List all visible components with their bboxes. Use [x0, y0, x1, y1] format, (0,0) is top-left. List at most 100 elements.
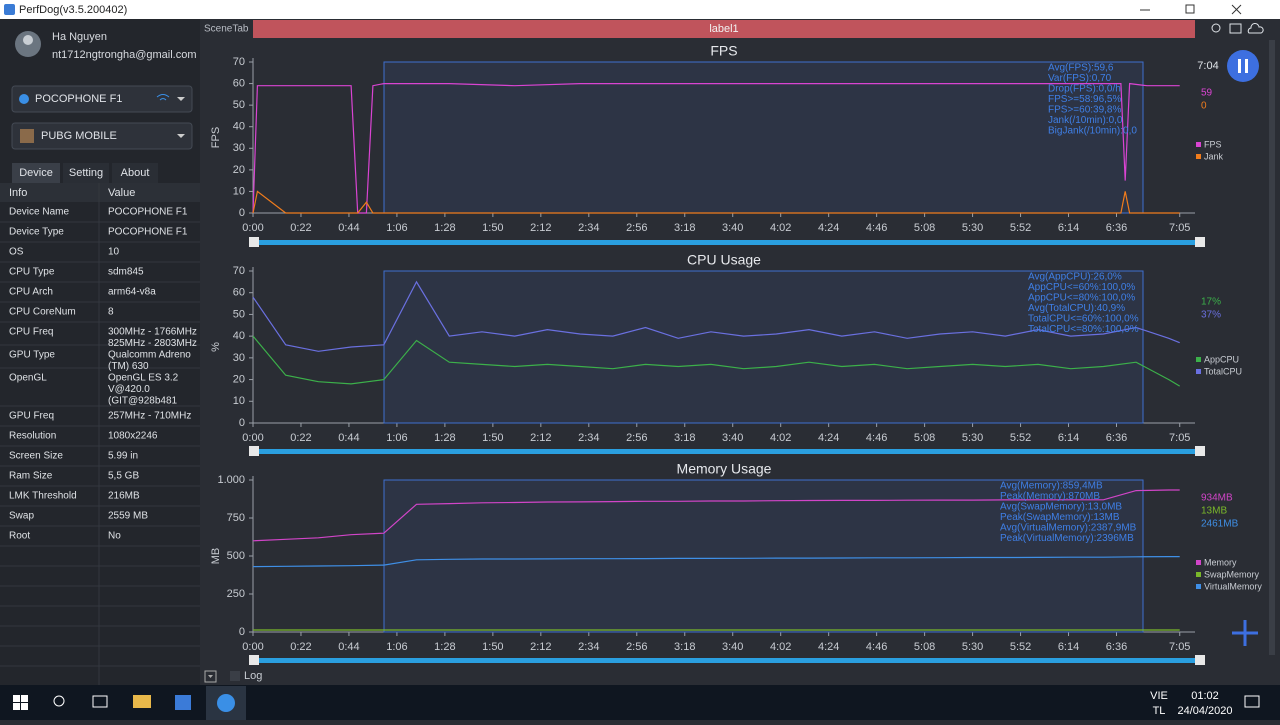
chart-title: Memory Usage: [677, 461, 772, 477]
info-cell: GPU Freq: [9, 411, 54, 422]
value-cell: POCOPHONE F1: [108, 207, 188, 218]
value-cell: 216MB: [108, 491, 140, 502]
y-tick-label: 20: [233, 373, 245, 385]
tab-label: Setting: [69, 167, 103, 179]
x-tick-label: 5:52: [1010, 222, 1031, 234]
time-slider[interactable]: [253, 658, 1200, 663]
y-tick-label: 500: [227, 550, 245, 562]
value-cell: 5.99 in: [108, 451, 138, 462]
tab[interactable]: [112, 163, 158, 183]
y-tick-label: 50: [233, 308, 245, 320]
search-icon[interactable]: [53, 695, 65, 707]
slider-handle[interactable]: [249, 237, 259, 247]
stat-line: Avg(VirtualMemory):2387,9MB: [1000, 523, 1137, 534]
toolbar-icons[interactable]: [1211, 23, 1264, 34]
pause-bar: [1245, 59, 1248, 73]
log-toggle[interactable]: [204, 670, 217, 683]
slider-handle[interactable]: [249, 446, 259, 456]
time-slider[interactable]: [253, 449, 1200, 454]
user-name: Ha Nguyen: [52, 31, 107, 43]
y-tick-label: 40: [233, 121, 245, 133]
perfdog-icon: [217, 694, 235, 712]
x-tick-label: 4:02: [770, 641, 791, 653]
current-value: 0: [1201, 101, 1207, 112]
current-value: 17%: [1201, 297, 1221, 308]
x-tick-label: 1:50: [482, 432, 503, 444]
x-tick-label: 3:18: [674, 222, 695, 234]
stat-line: Drop(FPS):0,0/h: [1048, 84, 1121, 95]
log-checkbox[interactable]: [230, 671, 240, 681]
series-line: [252, 280, 1180, 352]
x-tick-label: 4:24: [818, 641, 839, 653]
slider-handle[interactable]: [1195, 655, 1205, 665]
x-tick-label: 0:22: [290, 222, 311, 234]
stat-line: Avg(Memory):859,4MB: [1000, 481, 1103, 492]
store-icon[interactable]: [175, 695, 191, 710]
stat-line: FPS>=60:39,8%: [1048, 105, 1121, 116]
x-tick-label: 6:14: [1058, 641, 1079, 653]
y-tick-label: 40: [233, 330, 245, 342]
x-tick-label: 2:34: [578, 641, 599, 653]
info-cell: CPU Arch: [9, 287, 53, 298]
value-cell: (GIT@928b481: [108, 396, 178, 407]
slider-handle[interactable]: [1195, 237, 1205, 247]
notifications[interactable]: [1244, 695, 1260, 708]
region: TL: [1153, 705, 1166, 717]
stat-line: TotalCPU<=60%:100,0%: [1028, 314, 1139, 325]
tab[interactable]: [12, 163, 60, 183]
stat-line: Peak(VirtualMemory):2396MB: [1000, 533, 1134, 544]
legend-label: TotalCPU: [1204, 366, 1242, 376]
y-tick-label: 30: [233, 142, 245, 154]
legend-swatch: [1196, 584, 1201, 589]
x-tick-label: 4:02: [770, 432, 791, 444]
info-cell: CPU Type: [9, 267, 55, 278]
slider-handle[interactable]: [249, 655, 259, 665]
legend-label: Jank: [1204, 151, 1224, 161]
stat-line: Peak(SwapMemory):13MB: [1000, 512, 1120, 523]
clock-time: 01:02: [1191, 690, 1219, 702]
pause-button[interactable]: [1227, 50, 1259, 82]
user-email: nt1712ngtrongha@gmail.com: [52, 49, 196, 61]
x-tick-label: 1:06: [386, 432, 407, 444]
legend-label: AppCPU: [1204, 354, 1239, 364]
x-tick-label: 7:05: [1169, 432, 1190, 444]
y-tick-label: 70: [233, 265, 245, 277]
tab[interactable]: [63, 163, 109, 183]
x-tick-label: 5:52: [1010, 432, 1031, 444]
add-button[interactable]: [1232, 620, 1258, 646]
y-tick-label: 60: [233, 77, 245, 89]
value-cell: No: [108, 531, 121, 542]
legend-label: SwapMemory: [1204, 569, 1260, 579]
legend-swatch: [1196, 560, 1201, 565]
start-button[interactable]: [13, 695, 28, 710]
device-name: POCOPHONE F1: [35, 93, 122, 105]
info-cell: OpenGL: [9, 373, 47, 384]
scene-tab[interactable]: SceneTab: [204, 24, 249, 35]
time-slider[interactable]: [253, 240, 1200, 245]
slider-handle[interactable]: [1195, 446, 1205, 456]
info-cell: CPU CoreNum: [9, 307, 76, 318]
task-view[interactable]: [92, 695, 108, 708]
chart-title: FPS: [710, 43, 737, 59]
device-select[interactable]: [11, 85, 193, 113]
x-tick-label: 1:06: [386, 222, 407, 234]
app-icon: [20, 129, 34, 143]
selection-box: [383, 270, 1144, 424]
x-tick-label: 5:30: [962, 222, 983, 234]
legend-label: FPS: [1204, 139, 1222, 149]
scrollbar[interactable]: [1269, 40, 1275, 655]
value-cell: 1080x2246: [108, 431, 158, 442]
y-tick-label: 10: [233, 185, 245, 197]
elapsed-time: 7:04: [1197, 60, 1218, 72]
window-controls[interactable]: [1140, 4, 1242, 15]
explorer-icon[interactable]: [133, 695, 151, 708]
x-tick-label: 3:40: [722, 641, 743, 653]
sidebar-table: Device Setting About Info Value Device Name PO…: [0, 163, 200, 685]
log-label: Log: [244, 670, 262, 682]
app-select[interactable]: [11, 122, 193, 150]
y-axis-label: FPS: [210, 127, 222, 148]
series-line: [252, 335, 1181, 387]
y-tick-label: 1.000: [217, 474, 245, 486]
y-tick-label: 750: [227, 512, 245, 524]
